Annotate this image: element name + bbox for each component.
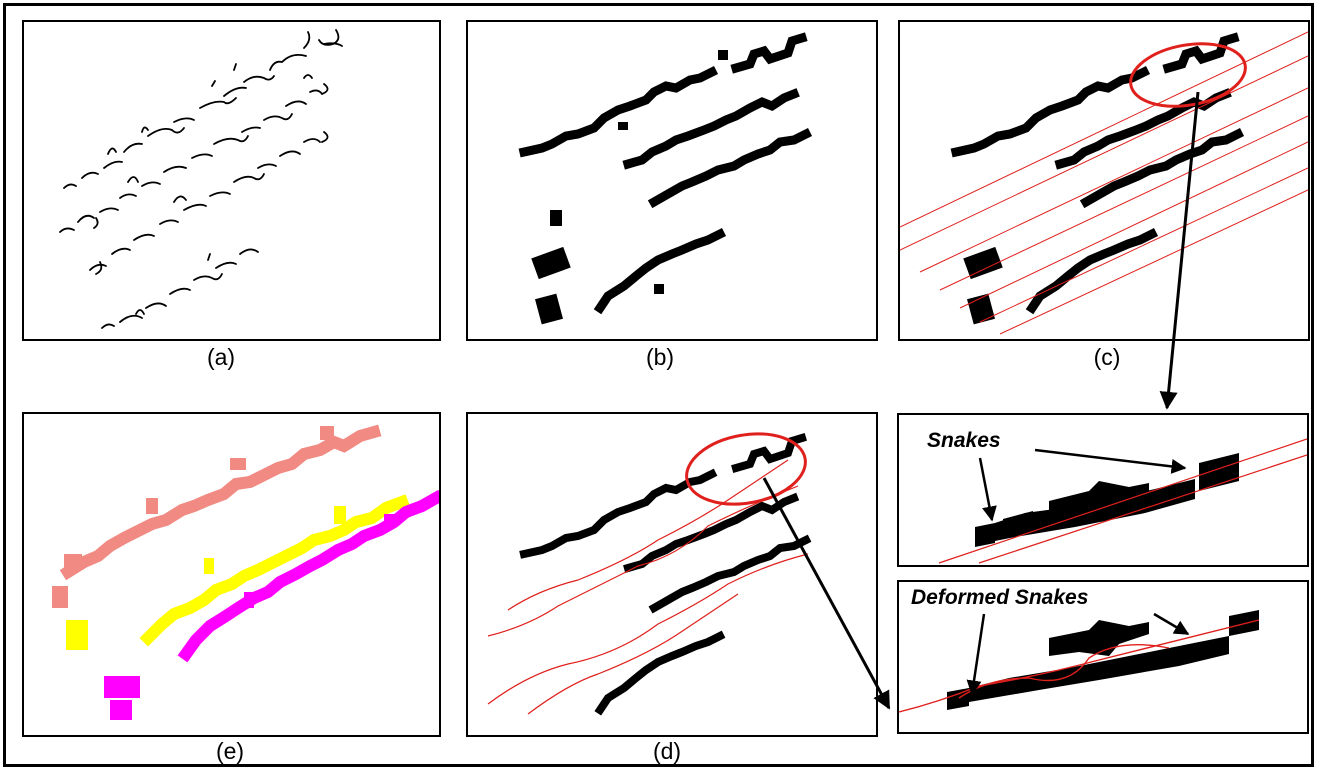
deformed-snakes-callout: Deformed Snakes: [911, 586, 1088, 609]
strokes-with-initial-snakes: [900, 31, 1308, 335]
caption-b: (b): [645, 344, 675, 370]
panel-e-segmented-lines: [22, 412, 441, 737]
outer-frame: [3, 3, 1314, 767]
caption-c: (c): [1093, 344, 1121, 370]
panel-zoom-deformed-snakes: Deformed Snakes: [897, 580, 1309, 734]
deformed-snake-curves: [487, 459, 809, 715]
zoom-deformed-snakes-drawing: Deformed Snakes: [899, 586, 1260, 713]
highlight-ellipse-d: [685, 432, 807, 506]
panel-zoom-snakes: Snakes: [897, 413, 1309, 567]
caption-e: (e): [215, 738, 245, 764]
colored-text-lines: [52, 424, 439, 720]
initial-snake-lines: [900, 31, 1308, 335]
snakes-callout: Snakes: [927, 429, 1001, 452]
strokes-with-deformed-snakes: [487, 432, 812, 716]
zoom-snakes-drawing: Snakes: [927, 429, 1307, 564]
panel-b-binarized: [466, 20, 878, 341]
panel-c-initial-snakes: [898, 20, 1310, 341]
caption-a: (a): [206, 344, 236, 370]
panel-a-original: [22, 20, 441, 341]
panel-d-deformed-snakes: [466, 412, 878, 737]
caption-d: (d): [652, 738, 682, 764]
handwriting-thin-strokes: [59, 29, 343, 329]
handwriting-thick-strokes: [518, 32, 813, 325]
